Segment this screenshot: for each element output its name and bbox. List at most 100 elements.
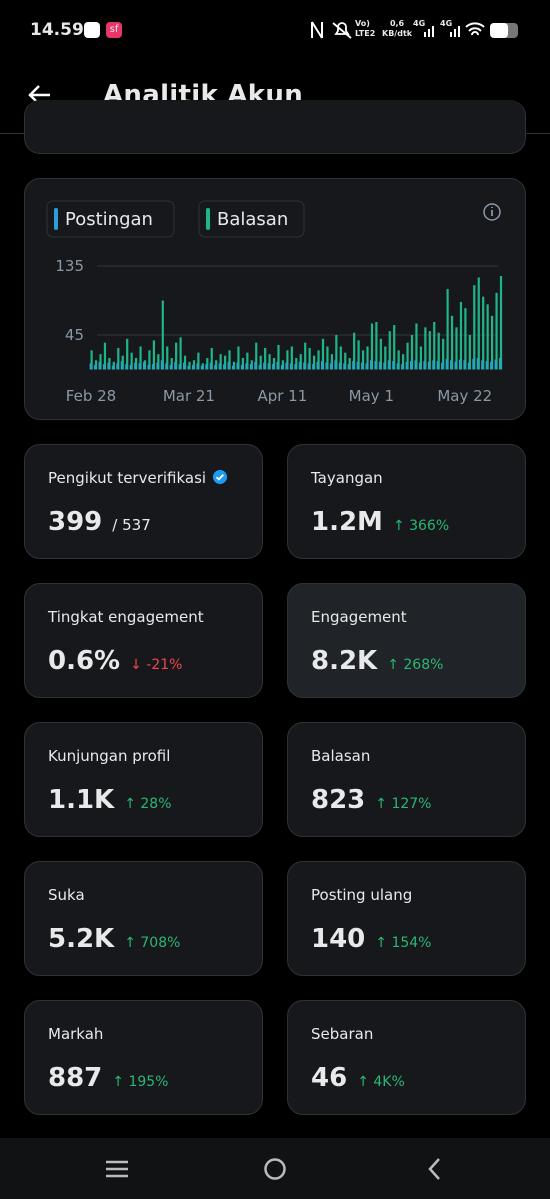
bar — [111, 365, 114, 370]
stat-card[interactable]: Tingkat engagement 0.6% ↓ -21% — [24, 583, 263, 698]
bar — [276, 361, 279, 370]
stat-value: 823 ↑ 127% — [311, 785, 432, 815]
bar — [215, 360, 218, 370]
stat-card[interactable]: Sebaran 46 ↑ 4K% — [287, 1000, 526, 1115]
bar — [454, 361, 457, 370]
verified-badge — [213, 470, 228, 484]
bar — [285, 362, 287, 370]
stat-label: Kunjungan profil — [48, 747, 170, 765]
bar — [143, 360, 147, 370]
stat-change: ↑ 4K% — [357, 1074, 405, 1090]
stat-value-text: 46 — [311, 1063, 348, 1093]
stat-label: Suka — [48, 886, 85, 904]
bar — [237, 346, 240, 370]
bar — [125, 364, 127, 370]
bar — [312, 364, 314, 370]
bar — [143, 361, 145, 370]
bar — [343, 363, 345, 370]
bar — [339, 346, 342, 370]
stat-change: ↓ -21% — [130, 657, 183, 673]
bar — [170, 358, 173, 370]
bar — [245, 363, 247, 370]
stat-card[interactable]: Suka 5.2K ↑ 708% — [24, 861, 263, 976]
lte-text: LTE2 — [355, 29, 376, 38]
bar — [335, 335, 338, 370]
stat-card[interactable]: Tayangan 1.2M ↑ 366% — [287, 444, 526, 559]
bar — [209, 362, 212, 370]
stat-label: Markah — [48, 1025, 103, 1043]
time: 14.59 — [30, 20, 84, 40]
legend-box — [198, 200, 305, 238]
bar — [232, 365, 234, 370]
bar — [476, 358, 479, 370]
bar — [120, 361, 123, 370]
stat-label: Pengikut terverifikasi — [48, 469, 228, 487]
net1: 4G — [413, 19, 426, 28]
bar — [178, 364, 181, 370]
bar — [289, 363, 292, 370]
bar — [174, 361, 176, 370]
bar — [321, 338, 325, 370]
bar — [437, 332, 440, 370]
bar — [450, 360, 452, 370]
stat-card[interactable]: Pengikut terverifikasi 399 / 537 — [24, 444, 263, 559]
stat-card[interactable]: Posting ulang 140 ↑ 154% — [287, 861, 526, 976]
bar — [384, 346, 387, 370]
bar — [224, 355, 227, 370]
bar — [108, 358, 111, 370]
stat-card[interactable]: Kunjungan profil 1.1K ↑ 28% — [24, 722, 263, 837]
bar — [214, 364, 216, 370]
bar — [393, 325, 396, 370]
stat-label-text: Suka — [48, 886, 85, 904]
bar — [499, 275, 503, 370]
bar — [329, 363, 332, 370]
bar — [441, 362, 443, 370]
bar — [249, 364, 252, 370]
bar — [397, 350, 400, 370]
bar — [473, 285, 476, 370]
speed-value: 0,6 — [389, 19, 405, 28]
stat-value: 399 / 537 — [48, 507, 151, 537]
bar — [352, 361, 354, 370]
stat-value-text: 5.2K — [48, 924, 115, 954]
stat-value-text: 140 — [311, 924, 366, 954]
bar — [432, 360, 434, 370]
bar — [135, 358, 138, 370]
y-tick-label: 135 — [55, 257, 84, 275]
bar — [219, 354, 222, 370]
bar — [210, 348, 213, 370]
stat-value-text: 8.2K — [311, 646, 378, 676]
bar — [197, 352, 200, 370]
bar — [107, 362, 109, 370]
stat-card[interactable]: Engagement 8.2K ↑ 268% — [287, 583, 526, 698]
stat-label: Posting ulang — [311, 886, 412, 904]
bar — [134, 362, 136, 370]
stat-label-text: Posting ulang — [311, 886, 413, 904]
bar — [388, 331, 391, 370]
bar — [428, 331, 431, 370]
bar — [89, 363, 92, 370]
bar — [264, 348, 267, 370]
bar — [383, 362, 385, 370]
chart-card: Postingan Balasan 45 135 Feb 28 Mar 21 Apr 11 M… — [24, 178, 526, 420]
bar — [477, 277, 480, 370]
stat-label: Balasan — [311, 747, 370, 765]
bar — [366, 346, 369, 370]
bar — [179, 337, 182, 370]
bar — [151, 364, 154, 370]
stat-label-text: Tingkat engagement — [48, 608, 204, 626]
bar — [468, 335, 471, 370]
stat-label-text: Sebaran — [311, 1025, 374, 1043]
stat-card[interactable]: Balasan 823 ↑ 127% — [287, 722, 526, 837]
stat-value: 46 ↑ 4K% — [311, 1063, 405, 1093]
stat-value-text: 1.1K — [48, 785, 115, 815]
bar — [334, 360, 336, 370]
bar — [116, 363, 118, 370]
bar — [414, 360, 417, 370]
bar — [188, 361, 191, 370]
stat-value-text: 399 — [48, 507, 103, 537]
stat-label: Sebaran — [311, 1025, 373, 1043]
stat-card[interactable]: Markah 887 ↑ 195% — [24, 1000, 263, 1115]
bar — [464, 308, 467, 370]
bar — [299, 354, 302, 370]
